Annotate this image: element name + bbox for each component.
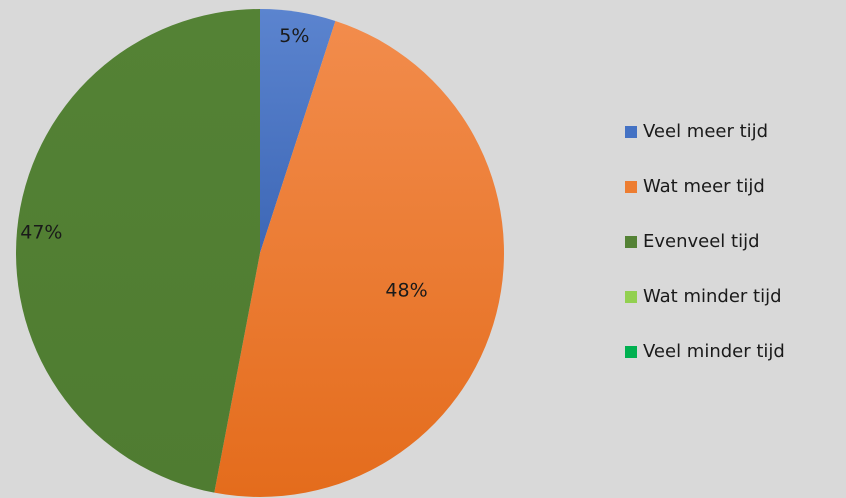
pie-slice-wat-meer-tijd	[214, 20, 504, 497]
legend-item-wat-meer-tijd: Wat meer tijd	[625, 168, 785, 205]
legend: Veel meer tijd Wat meer tijd Evenveel ti…	[625, 113, 785, 370]
legend-item-evenveel-tijd: Evenveel tijd	[625, 223, 785, 260]
legend-label: Veel meer tijd	[643, 121, 769, 142]
legend-label: Wat minder tijd	[643, 286, 782, 307]
legend-item-veel-meer-tijd: Veel meer tijd	[625, 113, 785, 150]
legend-swatch	[625, 345, 637, 358]
legend-swatch	[625, 125, 637, 138]
data-label-wat-meer-tijd: 48%	[385, 280, 427, 302]
data-label-veel-meer-tijd: 5%	[279, 25, 309, 47]
data-label-evenveel-tijd: 47%	[20, 221, 62, 243]
legend-swatch	[625, 235, 637, 248]
legend-item-wat-minder-tijd: Wat minder tijd	[625, 278, 785, 315]
legend-swatch	[625, 180, 637, 193]
legend-swatch	[625, 290, 637, 303]
pie-slice-evenveel-tijd	[16, 9, 261, 493]
legend-label: Veel minder tijd	[643, 341, 785, 362]
pie-slice-veel-meer-tijd	[260, 9, 336, 253]
legend-item-veel-minder-tijd: Veel minder tijd	[625, 333, 785, 370]
legend-label: Evenveel tijd	[643, 231, 760, 252]
legend-label: Wat meer tijd	[643, 176, 765, 197]
